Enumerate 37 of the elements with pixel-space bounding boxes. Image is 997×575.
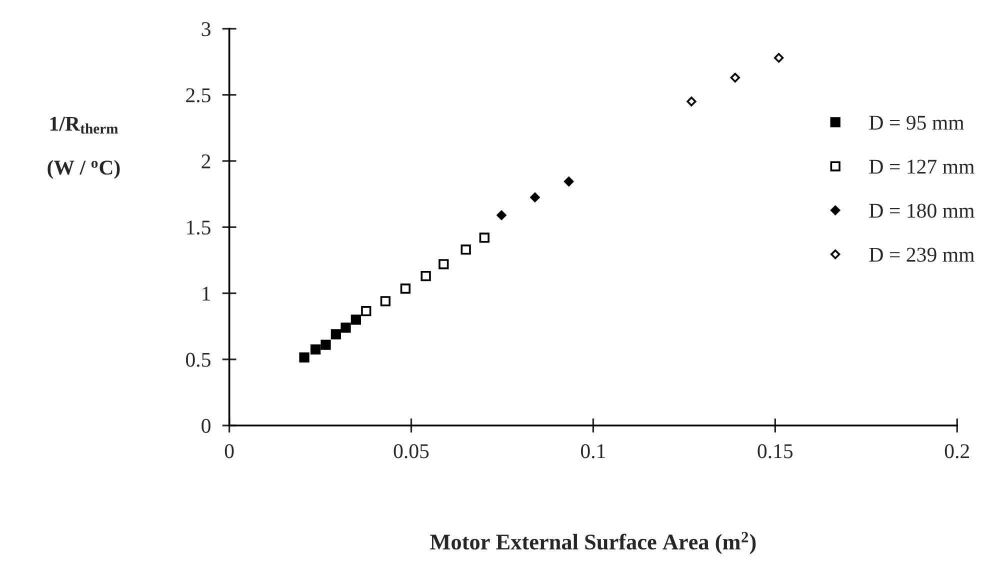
x-tick-label: 0.2 (944, 444, 969, 458)
point (774, 53, 784, 63)
point (330, 329, 342, 340)
y-tick-label: 1 (202, 286, 210, 300)
legend-label: D = 127 mm (869, 160, 974, 174)
y-tick-label: 3 (202, 22, 210, 36)
x-tick-label: 0 (224, 444, 234, 458)
x-tick-label: 0.15 (758, 444, 793, 458)
x-tick-label: 0.05 (394, 444, 429, 458)
point (438, 259, 449, 270)
point (479, 232, 490, 243)
point (460, 244, 471, 255)
legend-label: D = 239 mm (869, 248, 974, 262)
y-tick-label: 0.5 (186, 352, 210, 367)
point (530, 192, 540, 202)
text: 1/R$_{therm}$ (W / $^{o}$C) (48, 116, 120, 179)
y-tick-label: 2.5 (186, 88, 210, 102)
point (420, 270, 431, 282)
legend-label: D = 180 mm (869, 204, 974, 218)
point (496, 210, 506, 220)
point (340, 322, 351, 333)
point (299, 352, 310, 362)
y-tick-label: 2 (202, 154, 210, 168)
point (350, 314, 362, 325)
y-tick-label: 0 (202, 418, 210, 433)
x-axis-title: Motor External Surface Area (m$^{2}$) (430, 532, 756, 554)
point (400, 284, 411, 294)
point (361, 306, 372, 316)
point (564, 176, 574, 186)
point (730, 72, 740, 83)
y-tick-label: 1.5 (187, 220, 210, 235)
x-tick-label: 0.1 (580, 444, 605, 458)
point (380, 296, 390, 306)
point (686, 96, 696, 106)
legend-label: D = 95 mm (869, 116, 964, 130)
point (310, 344, 321, 355)
point (320, 340, 331, 350)
